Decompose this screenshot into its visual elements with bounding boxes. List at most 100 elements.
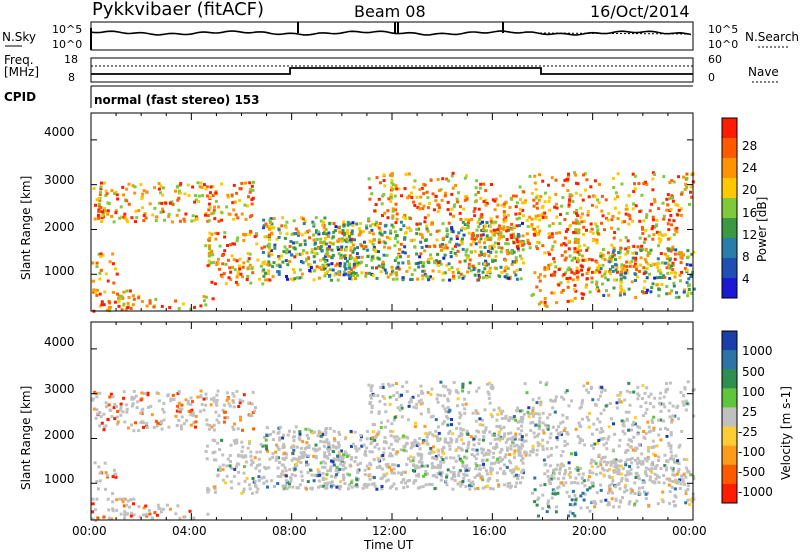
power-cell	[338, 272, 342, 276]
power-cell	[668, 236, 672, 240]
velocity-cell	[355, 483, 359, 487]
velocity-cell	[111, 507, 115, 511]
velocity-cell	[549, 477, 553, 481]
velocity-cell	[553, 468, 557, 472]
velocity-cell	[196, 395, 200, 399]
velocity-cell	[355, 485, 359, 489]
velocity-cell	[221, 408, 225, 412]
power-cell	[338, 230, 342, 234]
power-colorbar-swatch	[722, 258, 737, 279]
xtick-6: 00:00	[672, 524, 707, 538]
power-cell	[377, 240, 381, 244]
velocity-cell	[592, 459, 596, 463]
power-cell	[437, 270, 441, 273]
velocity-cell	[555, 436, 559, 440]
power-cell	[116, 197, 120, 201]
power-cell	[264, 222, 268, 226]
power-cell	[153, 206, 157, 210]
velocity-cell	[321, 477, 325, 481]
velocity-cell	[420, 464, 424, 468]
power-cell	[450, 225, 454, 229]
power-cell	[612, 246, 616, 250]
velocity-cell	[515, 481, 519, 485]
power-cell	[582, 233, 585, 237]
power-cell	[322, 220, 326, 224]
power-cell	[96, 214, 100, 217]
power-cell	[289, 240, 293, 243]
power-cell	[483, 267, 487, 271]
velocity-cell	[650, 446, 654, 449]
velocity-cell	[414, 421, 418, 425]
velocity-cell	[254, 406, 257, 409]
velocity-cell	[188, 410, 192, 414]
velocity-cell	[689, 473, 693, 477]
velocity-cell	[98, 411, 102, 414]
velocity-cell	[619, 499, 623, 503]
velocity-cell	[640, 397, 644, 400]
power-cell	[213, 205, 216, 209]
power-cell	[493, 208, 497, 212]
velocity-cell	[515, 443, 519, 447]
power-cell	[369, 240, 373, 244]
power-cell	[455, 234, 459, 238]
power-cell	[660, 261, 664, 265]
velocity-cell	[191, 400, 194, 404]
velocity-cell	[403, 470, 407, 474]
velocity-cell	[182, 422, 186, 426]
velocity-cell	[469, 481, 473, 485]
velocity-cell	[508, 485, 512, 489]
power-cell	[223, 235, 227, 239]
power-cell	[385, 235, 389, 239]
power-cell	[263, 260, 267, 264]
velocity-cell	[450, 438, 454, 442]
velocity-cell	[583, 492, 587, 496]
velocity-cell	[479, 476, 483, 480]
power-cell	[267, 260, 271, 264]
power-cell	[352, 262, 356, 266]
velocity-cell	[495, 460, 499, 464]
velocity-cell	[675, 479, 678, 483]
power-colorbar-swatch	[722, 118, 737, 139]
velocity-cell	[519, 447, 523, 451]
velocity-cell	[360, 444, 364, 448]
velocity-cell	[629, 468, 633, 472]
power-cell	[585, 272, 589, 275]
velocity-cell	[283, 466, 287, 470]
velocity-cell	[377, 458, 381, 462]
velocity-cell	[669, 466, 673, 470]
velocity-cell	[619, 459, 623, 463]
power-cell	[521, 248, 525, 252]
power-cell	[590, 270, 594, 274]
power-cell	[579, 215, 583, 219]
power-cell	[596, 228, 600, 232]
velocity-cell	[212, 428, 216, 432]
power-cell	[171, 202, 175, 206]
power-cell	[665, 285, 669, 288]
power-cell	[586, 270, 590, 274]
velocity-cell	[502, 483, 506, 487]
velocity-cell	[126, 426, 130, 430]
velocity-cell	[545, 510, 549, 514]
power-colorbar-swatch	[722, 138, 737, 159]
velocity-cell	[531, 398, 535, 402]
power-cell	[489, 236, 493, 240]
velocity-cell	[307, 436, 310, 440]
power-cell	[100, 300, 104, 304]
power-cell	[142, 214, 146, 218]
velocity-cell	[130, 404, 134, 408]
velocity-cell	[531, 414, 535, 418]
velocity-cell	[609, 460, 613, 464]
power-cell	[332, 222, 336, 225]
power-cell	[502, 217, 506, 221]
power-cell	[618, 256, 622, 259]
velocity-cell	[306, 480, 310, 484]
velocity-cell	[429, 415, 433, 419]
velocity-cell	[421, 401, 425, 405]
velocity-cell	[509, 431, 513, 435]
power-cell	[238, 199, 242, 203]
power-cell	[575, 208, 579, 212]
power-cell	[410, 273, 414, 276]
velocity-cell	[647, 446, 651, 450]
velocity-cell	[610, 497, 614, 501]
velocity-cell	[532, 431, 536, 435]
